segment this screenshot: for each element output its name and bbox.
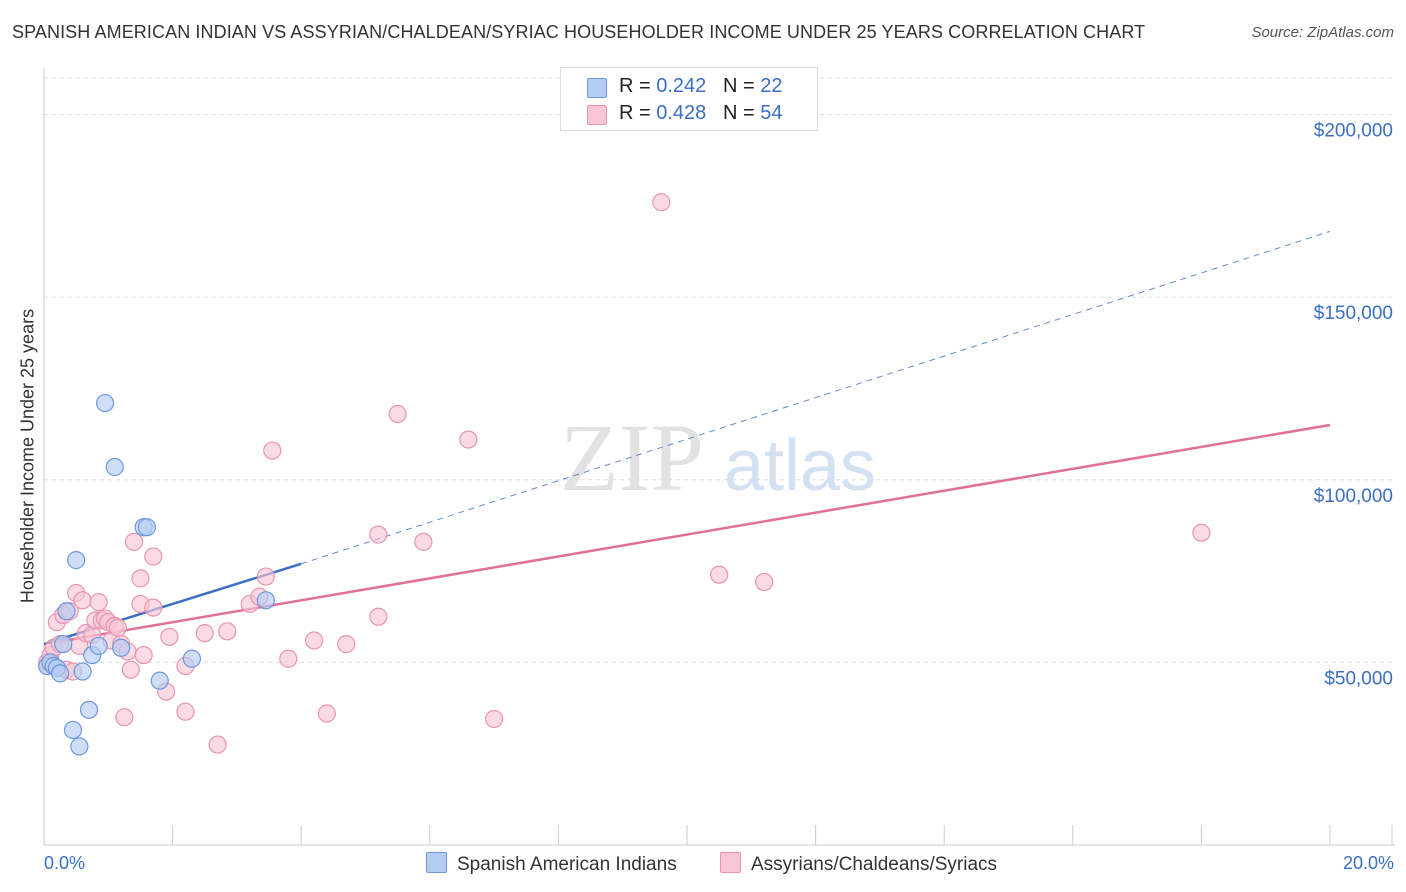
point-spanish-american-indians	[79, 700, 99, 719]
point-assyrians	[369, 525, 388, 544]
point-spanish-american-indians	[182, 649, 201, 668]
point-spanish-american-indians	[73, 662, 92, 681]
watermark-zip: ZIP	[560, 404, 704, 511]
point-spanish-american-indians	[150, 671, 169, 690]
point-assyrians	[124, 532, 144, 551]
point-assyrians	[279, 649, 298, 668]
y-axis-label: Householder Income Under 25 years	[17, 308, 38, 604]
point-spanish-american-indians	[105, 457, 124, 477]
n-value-blue: 22	[760, 75, 783, 97]
point-assyrians	[121, 660, 140, 679]
point-spanish-american-indians	[54, 635, 73, 654]
point-assyrians	[131, 569, 150, 588]
point-assyrians	[73, 591, 92, 610]
point-spanish-american-indians	[50, 664, 70, 683]
point-spanish-american-indians	[95, 393, 115, 413]
point-assyrians	[755, 572, 774, 592]
n-value-pink: 54	[760, 102, 783, 124]
source-label: Source: ZipAtlas.com	[1251, 24, 1394, 41]
point-assyrians	[337, 635, 356, 654]
r-label: R =	[619, 75, 657, 97]
chart-title: SPANISH AMERICAN INDIAN VS ASSYRIAN/CHAL…	[12, 22, 1146, 42]
point-assyrians	[304, 631, 324, 650]
n-label: N =	[722, 102, 761, 124]
data-points	[38, 193, 1211, 756]
point-assyrians	[369, 607, 388, 626]
point-assyrians	[414, 532, 433, 551]
point-spanish-american-indians	[70, 737, 89, 756]
legend-label-pink: Assyrians/Chaldeans/Syriacs	[751, 854, 998, 875]
point-assyrians	[108, 618, 128, 637]
watermark: ZIP atlas	[560, 404, 876, 511]
watermark-atlas: atlas	[724, 426, 876, 506]
point-assyrians	[89, 593, 108, 612]
y-tick-label: $100,000	[1314, 486, 1393, 507]
y-tick-label: $200,000	[1314, 121, 1393, 142]
y-tick-label: $150,000	[1314, 303, 1393, 324]
trend-line-assyrians	[43, 423, 1331, 646]
legend-item-spanish-american-indians[interactable]: Spanish American Indians	[426, 852, 677, 876]
point-assyrians	[652, 193, 671, 212]
point-assyrians	[160, 627, 179, 646]
point-spanish-american-indians	[67, 551, 86, 570]
point-assyrians	[388, 404, 407, 424]
legend-blue-swatch	[426, 852, 447, 873]
point-spanish-american-indians	[256, 591, 275, 610]
point-spanish-american-indians	[57, 602, 76, 621]
stats-legend-box: R = 0.242 N = 22 R = 0.428 N = 54	[560, 67, 818, 131]
point-assyrians	[317, 704, 337, 723]
legend-pink-swatch	[720, 852, 741, 873]
point-assyrians	[710, 565, 729, 584]
y-tick-labels: $50,000 $100,000 $150,000 $200,000	[1314, 121, 1393, 690]
point-assyrians	[115, 708, 134, 727]
axes	[43, 68, 1395, 846]
point-spanish-american-indians	[137, 518, 156, 537]
legend-item-assyrians[interactable]: Assyrians/Chaldeans/Syriacs	[720, 852, 997, 876]
x-tick-max: 20.0%	[1342, 853, 1394, 873]
point-spanish-american-indians	[112, 638, 131, 657]
point-spanish-american-indians	[63, 720, 83, 740]
r-value-pink: 0.428	[656, 102, 707, 124]
x-tick-min: 0.0%	[44, 853, 86, 873]
r-label: R =	[619, 102, 657, 124]
point-assyrians	[208, 735, 227, 754]
point-assyrians	[144, 598, 163, 617]
pink-swatch	[587, 105, 607, 125]
point-assyrians	[134, 645, 153, 665]
point-assyrians	[176, 702, 195, 721]
point-assyrians	[459, 430, 478, 449]
point-spanish-american-indians	[89, 636, 108, 656]
point-assyrians	[144, 547, 163, 566]
point-assyrians	[195, 624, 214, 643]
n-label: N =	[722, 75, 761, 97]
point-assyrians	[218, 622, 237, 641]
point-assyrians	[263, 441, 282, 460]
blue-swatch	[587, 78, 607, 98]
trend-line-spanish-extension	[301, 230, 1331, 565]
r-value-blue: 0.242	[656, 75, 707, 97]
legend-label-blue: Spanish American Indians	[457, 854, 677, 875]
y-tick-label: $50,000	[1324, 668, 1393, 689]
point-assyrians	[485, 709, 504, 729]
point-assyrians	[256, 567, 275, 586]
point-assyrians	[1192, 523, 1211, 542]
